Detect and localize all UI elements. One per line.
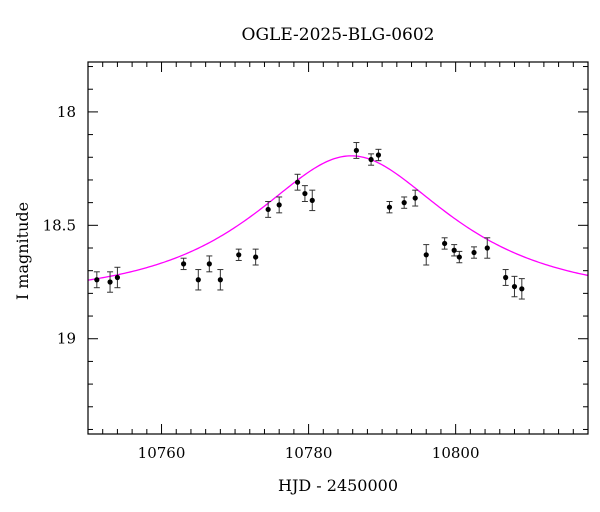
x-tick-label: 10760 bbox=[138, 444, 186, 462]
x-tick-label: 10780 bbox=[285, 444, 333, 462]
data-point bbox=[195, 277, 201, 283]
data-point bbox=[519, 286, 525, 292]
data-point bbox=[276, 202, 282, 208]
data-point bbox=[456, 254, 462, 260]
data-point bbox=[471, 249, 477, 256]
data-point bbox=[180, 261, 187, 267]
chart-title: OGLE-2025-BLG-0602 bbox=[242, 25, 435, 45]
data-point bbox=[401, 200, 407, 206]
x-tick-label: 10800 bbox=[432, 444, 480, 462]
data-point bbox=[368, 156, 374, 163]
data-point bbox=[386, 204, 393, 210]
data-point bbox=[302, 190, 308, 197]
data-point bbox=[484, 245, 490, 251]
model-curve bbox=[87, 155, 589, 281]
x-axis-label: HJD - 2450000 bbox=[278, 476, 398, 495]
data-point bbox=[503, 274, 509, 281]
data-point bbox=[253, 254, 259, 260]
data-point bbox=[511, 283, 518, 290]
data-point bbox=[107, 279, 113, 285]
data-point bbox=[423, 252, 429, 258]
data-point bbox=[412, 195, 418, 201]
data-point bbox=[94, 277, 100, 283]
data-point bbox=[217, 277, 223, 283]
plot-area: 10760 10780 10800 18 18.5 19 bbox=[43, 61, 589, 462]
y-tick-label: 18 bbox=[57, 103, 76, 121]
data-point bbox=[353, 147, 359, 154]
data-point bbox=[265, 206, 271, 213]
data-point bbox=[451, 247, 457, 253]
y-tick-label: 18.5 bbox=[43, 216, 76, 234]
data-point bbox=[206, 261, 212, 267]
data-point bbox=[309, 197, 315, 203]
data-point bbox=[236, 252, 242, 258]
data-point bbox=[375, 152, 382, 158]
y-axis-label: I magnitude bbox=[13, 202, 32, 300]
data-point bbox=[114, 274, 121, 281]
data-point bbox=[294, 179, 301, 185]
y-tick-label: 19 bbox=[57, 330, 76, 348]
data-point bbox=[442, 240, 448, 247]
plot-frame bbox=[87, 61, 589, 435]
